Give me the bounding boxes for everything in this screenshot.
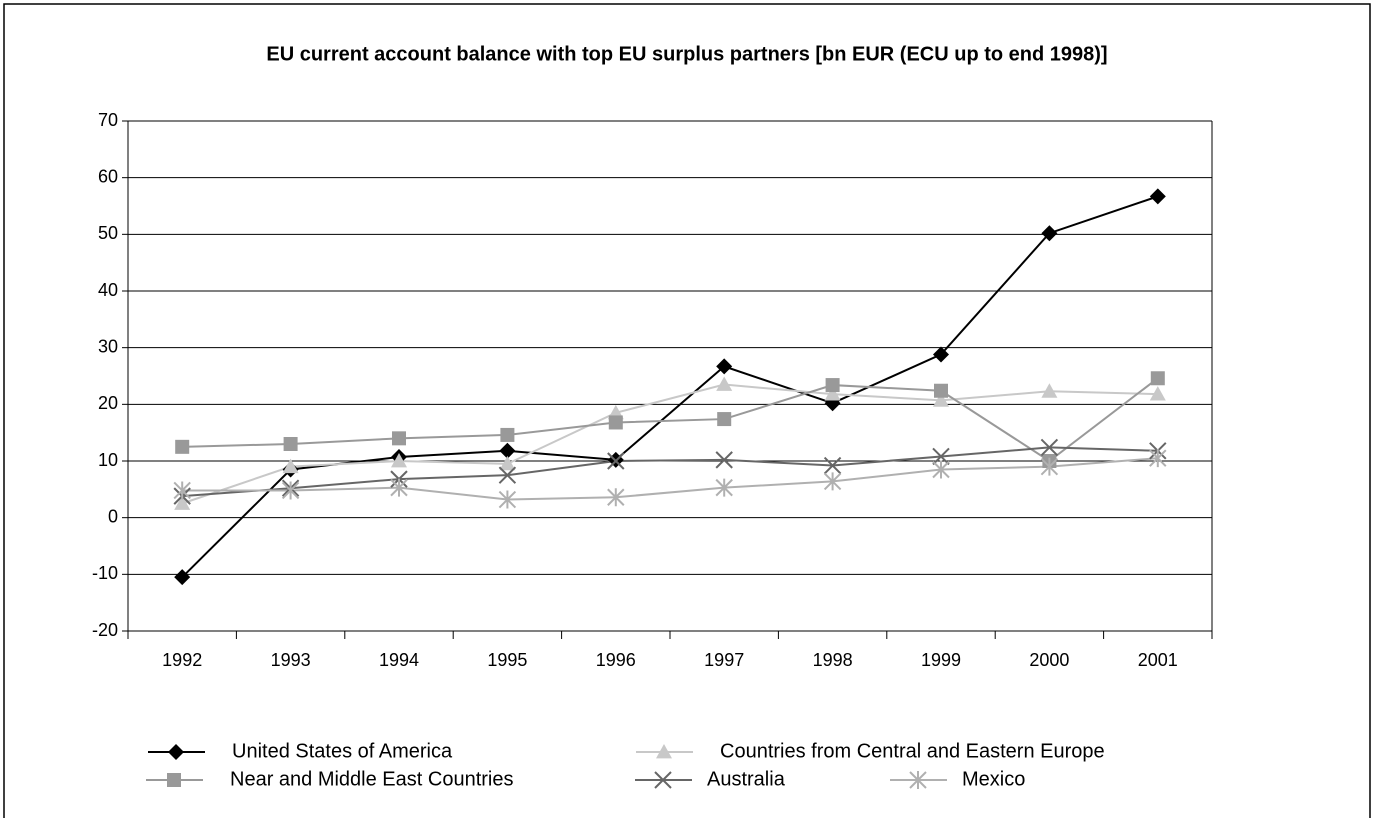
series-line <box>182 377 1159 463</box>
marker <box>933 346 949 363</box>
legend-marker <box>168 744 184 760</box>
marker <box>934 383 948 398</box>
marker <box>823 472 842 491</box>
y-tick-label: -10 <box>92 563 118 583</box>
legend-marker <box>909 771 927 789</box>
marker <box>499 455 516 471</box>
x-tick-label: 1994 <box>379 650 419 670</box>
marker <box>715 451 733 469</box>
legend-marker <box>654 771 672 789</box>
marker <box>607 452 625 470</box>
chart-title: EU current account balance with top EU s… <box>266 43 1107 65</box>
marker <box>717 412 732 427</box>
chart-border <box>3 3 1371 818</box>
x-tick-label: 1996 <box>596 650 636 670</box>
marker <box>173 481 191 500</box>
marker <box>932 460 950 479</box>
y-tick-label: 20 <box>98 393 118 413</box>
series-line <box>182 446 1158 498</box>
marker <box>607 488 625 507</box>
marker <box>1150 371 1165 386</box>
legend-label: Countries from Central and Eastern Europ… <box>720 740 1105 762</box>
y-tick-label: 50 <box>98 223 118 243</box>
x-tick-label: 2001 <box>1138 650 1178 670</box>
marker <box>1040 457 1059 476</box>
marker <box>500 427 515 442</box>
marker <box>715 478 733 497</box>
legend-label: United States of America <box>232 740 453 762</box>
marker <box>174 495 191 510</box>
marker <box>824 386 841 401</box>
marker <box>175 439 190 454</box>
y-tick-label: -20 <box>92 620 118 640</box>
y-tick-label: 0 <box>108 506 118 526</box>
marker <box>1040 438 1059 457</box>
marker <box>716 358 733 375</box>
marker <box>498 490 517 509</box>
marker <box>608 415 623 430</box>
x-tick-label: 2000 <box>1029 650 1069 670</box>
x-tick-label: 1999 <box>921 650 961 670</box>
x-tick-label: 1992 <box>162 650 202 670</box>
marker <box>1149 449 1167 468</box>
marker <box>174 569 191 586</box>
x-tick-label: 1997 <box>704 650 744 670</box>
legend-label: Australia <box>707 768 786 790</box>
legend-label: Near and Middle East Countries <box>230 768 513 790</box>
marker <box>932 447 950 466</box>
y-tick-label: 70 <box>98 110 118 130</box>
legend-marker <box>167 773 181 787</box>
y-tick-label: 40 <box>98 280 118 300</box>
marker <box>282 458 299 474</box>
marker <box>498 466 517 484</box>
x-tick-label: 1993 <box>271 650 311 670</box>
series-line <box>182 457 1158 501</box>
marker <box>1041 383 1058 398</box>
y-tick-label: 30 <box>98 336 118 356</box>
y-tick-label: 10 <box>98 450 118 470</box>
legend-marker <box>656 744 672 759</box>
marker <box>390 478 408 497</box>
marker <box>283 437 298 451</box>
marker <box>281 481 300 500</box>
marker <box>933 392 949 407</box>
marker <box>392 431 406 446</box>
series-line <box>181 383 1158 505</box>
marker <box>823 456 842 475</box>
x-tick-label: 1995 <box>487 650 527 670</box>
x-tick-label: 1998 <box>813 650 853 670</box>
marker <box>716 376 733 391</box>
legend-label: Mexico <box>962 768 1025 790</box>
marker <box>499 442 516 459</box>
marker <box>825 378 840 393</box>
marker <box>1149 188 1166 205</box>
marker <box>1149 386 1166 401</box>
y-tick-label: 60 <box>98 166 118 186</box>
marker <box>1041 225 1058 242</box>
marker <box>391 453 407 468</box>
